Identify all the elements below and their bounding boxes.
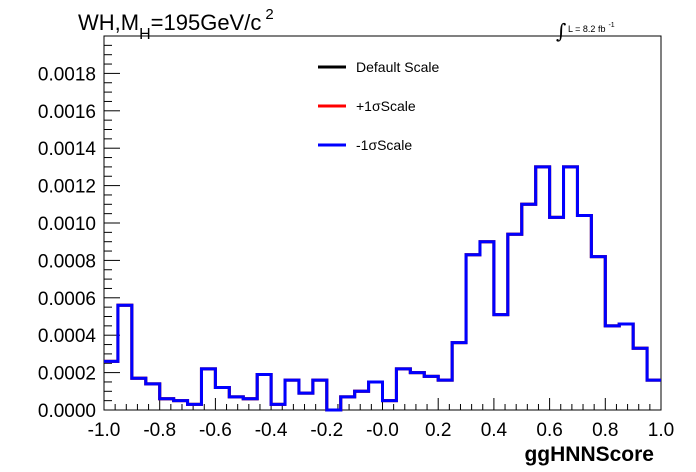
lumi-label: L = 8.2 fb -1 bbox=[568, 22, 615, 34]
y-tick-label: 0.0010 bbox=[38, 214, 96, 235]
y-tick-label: 0.0002 bbox=[38, 364, 96, 385]
y-tick-label: 0.0012 bbox=[38, 177, 96, 198]
x-tick-label: 0.4 bbox=[481, 420, 508, 441]
title-subscript: H bbox=[139, 26, 151, 43]
x-axis-label: ggHNNScore bbox=[524, 443, 654, 466]
x-tick-label: 0.8 bbox=[592, 420, 618, 441]
title-rest: =195GeV/c bbox=[151, 10, 262, 35]
lumi-integral-sign: ∫ bbox=[556, 19, 566, 43]
y-axis: 0.0000 0.0002 0.0004 0.0006 0.0008 0.0010 0.00… bbox=[38, 35, 120, 422]
title-main: WH,M bbox=[78, 10, 139, 35]
legend-label: Default Scale bbox=[356, 59, 439, 75]
histogram-series bbox=[104, 165, 661, 412]
x-tick-label: -0.8 bbox=[143, 420, 176, 441]
y-tick-label: 0.0016 bbox=[38, 102, 96, 123]
y-tick-label: 0.0006 bbox=[38, 289, 96, 310]
legend-label: -1σScale bbox=[356, 137, 412, 153]
x-tick-label: 0.6 bbox=[536, 420, 562, 441]
lumi-superscript: -1 bbox=[608, 22, 614, 29]
title-superscript: 2 bbox=[265, 6, 273, 23]
chart-title: WH,MH=195GeV/c 2 bbox=[78, 6, 274, 43]
y-tick-label: 0.0004 bbox=[38, 326, 97, 347]
plot-frame bbox=[103, 35, 662, 411]
y-tick-label: 0.0000 bbox=[38, 401, 96, 422]
x-tick-label: -0.6 bbox=[199, 420, 232, 441]
x-tick-label: -0.2 bbox=[310, 420, 343, 441]
legend-label: +1σScale bbox=[356, 98, 416, 114]
y-tick-label: 0.0014 bbox=[38, 139, 97, 160]
x-tick-label: -1.0 bbox=[88, 420, 121, 441]
legend: Default Scale +1σScale -1σScale bbox=[318, 59, 439, 153]
x-axis: -1.0 -0.8 -0.6 -0.4 -0.2 -0.0 0.2 0.4 0.6 0.8 1.0 bbox=[88, 398, 674, 441]
x-tick-label: -0.0 bbox=[366, 420, 399, 441]
y-tick-label: 0.0008 bbox=[38, 251, 96, 272]
histogram-line-2 bbox=[104, 165, 661, 412]
y-tick-label: 0.0018 bbox=[38, 64, 96, 85]
lumi-text: L = 8.2 fb bbox=[568, 24, 605, 34]
x-tick-label: 0.2 bbox=[425, 420, 451, 441]
x-tick-label: 1.0 bbox=[648, 420, 674, 441]
x-tick-label: -0.4 bbox=[255, 420, 288, 441]
